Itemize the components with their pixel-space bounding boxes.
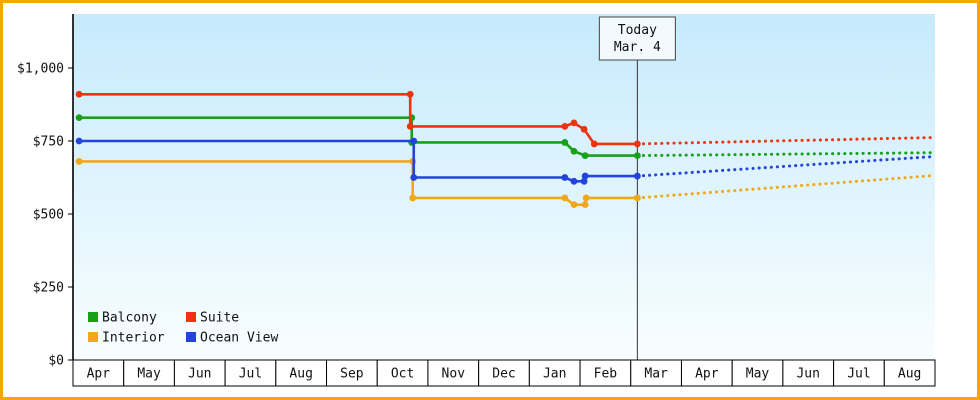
data-point xyxy=(410,174,418,181)
data-point xyxy=(570,201,578,209)
data-point xyxy=(75,158,83,165)
legend-swatch xyxy=(88,312,98,322)
month-label: Nov xyxy=(442,367,466,382)
month-label: Sep xyxy=(340,367,364,382)
data-point xyxy=(570,177,578,185)
data-point xyxy=(570,119,578,127)
data-point xyxy=(561,194,569,202)
month-label: Aug xyxy=(898,367,921,382)
data-point xyxy=(580,125,588,133)
month-cell xyxy=(883,359,936,387)
today-box xyxy=(598,16,676,61)
data-point xyxy=(406,90,414,98)
data-point xyxy=(580,177,588,185)
forecast-line xyxy=(635,173,937,200)
month-label: Jun xyxy=(796,367,819,382)
data-point xyxy=(633,152,641,160)
series-suite xyxy=(75,90,937,148)
month-label: Mar xyxy=(644,367,668,382)
month-cell xyxy=(326,359,378,387)
month-label: Feb xyxy=(594,367,618,382)
series-ocean-view xyxy=(75,137,937,185)
data-point xyxy=(561,139,569,146)
legend: Balcony Suite Interior Ocean View xyxy=(88,311,278,346)
forecast-line xyxy=(635,151,937,158)
month-cell xyxy=(680,359,733,387)
data-point xyxy=(581,152,589,160)
today-label: Today xyxy=(618,23,657,38)
month-cell xyxy=(478,359,530,387)
month-label: Jan xyxy=(543,367,566,382)
month-label: Jul xyxy=(239,367,262,382)
data-point xyxy=(633,194,641,202)
legend-label: Balcony xyxy=(102,311,157,326)
legend-label: Ocean View xyxy=(200,331,278,346)
legend-swatch xyxy=(186,312,196,322)
data-point xyxy=(633,172,641,180)
month-label: Jun xyxy=(188,367,211,382)
month-cell xyxy=(427,359,480,387)
month-cell xyxy=(224,359,277,387)
legend-label: Interior xyxy=(102,331,165,346)
data-point xyxy=(406,123,414,130)
month-label: May xyxy=(137,367,161,382)
data-point xyxy=(410,137,418,145)
data-point xyxy=(561,123,569,130)
data-point xyxy=(633,140,641,148)
y-axis-label: $250 xyxy=(33,281,64,296)
data-point xyxy=(570,147,578,155)
price-history-chart: $0 $250 $500 $750 $1,000 Today Mar. 4 Apr May Jun… xyxy=(17,14,937,387)
y-axis-label: $750 xyxy=(33,135,64,150)
data-point xyxy=(581,201,589,209)
month-cell xyxy=(123,359,175,387)
month-cell xyxy=(528,359,581,387)
month-cell xyxy=(630,359,682,387)
data-point xyxy=(590,140,598,148)
month-cell xyxy=(731,359,784,387)
month-label: Aug xyxy=(289,367,312,382)
y-axis-label: $0 xyxy=(48,354,64,369)
month-label: Apr xyxy=(87,367,111,382)
month-cell xyxy=(833,359,885,387)
legend-label: Suite xyxy=(200,311,239,326)
data-point xyxy=(75,114,83,122)
forecast-line xyxy=(635,154,937,178)
data-point xyxy=(75,137,83,145)
month-cell xyxy=(173,359,226,387)
month-cell xyxy=(782,359,835,387)
today-marker: Today Mar. 4 xyxy=(598,16,676,61)
month-cell xyxy=(275,359,328,387)
month-cell xyxy=(579,359,632,387)
data-point xyxy=(561,174,569,181)
y-axis-label: $1,000 xyxy=(17,62,64,77)
month-label: Apr xyxy=(695,367,719,382)
today-date-label: Mar. 4 xyxy=(614,40,661,55)
month-cell xyxy=(72,359,125,387)
month-label: Jul xyxy=(847,367,870,382)
plot-area xyxy=(73,14,935,360)
data-point xyxy=(409,194,417,202)
data-point xyxy=(75,90,83,98)
month-label: Oct xyxy=(391,367,414,382)
legend-swatch xyxy=(186,332,196,342)
legend-swatch xyxy=(88,332,98,342)
forecast-line xyxy=(635,135,937,146)
y-axis-label: $500 xyxy=(33,208,64,223)
data-point xyxy=(581,172,589,180)
data-point xyxy=(582,194,590,202)
month-label: May xyxy=(746,367,770,382)
month-label: Dec xyxy=(492,367,515,382)
